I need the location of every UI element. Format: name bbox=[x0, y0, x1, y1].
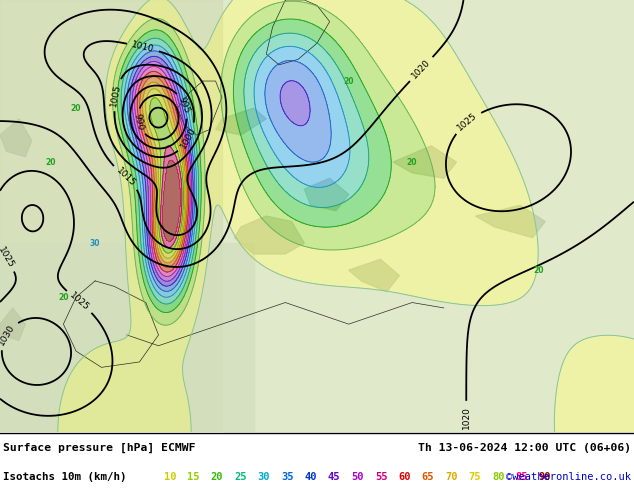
Text: 20: 20 bbox=[71, 103, 81, 113]
Text: Th 13-06-2024 12:00 UTC (06+06): Th 13-06-2024 12:00 UTC (06+06) bbox=[418, 443, 631, 453]
Text: 80: 80 bbox=[492, 472, 505, 482]
Text: 1025: 1025 bbox=[456, 111, 479, 133]
Text: 55: 55 bbox=[375, 472, 387, 482]
Polygon shape bbox=[0, 119, 32, 157]
Text: 1030: 1030 bbox=[0, 322, 16, 347]
Text: 1020: 1020 bbox=[462, 406, 471, 429]
Polygon shape bbox=[349, 259, 399, 292]
Text: 15: 15 bbox=[187, 472, 200, 482]
Text: 85: 85 bbox=[515, 472, 528, 482]
Text: Surface pressure [hPa] ECMWF: Surface pressure [hPa] ECMWF bbox=[3, 443, 196, 453]
Text: 1015: 1015 bbox=[114, 166, 137, 189]
Text: Isotachs 10m (km/h): Isotachs 10m (km/h) bbox=[3, 472, 127, 482]
Text: 45: 45 bbox=[328, 472, 340, 482]
Text: 1005: 1005 bbox=[110, 83, 123, 107]
Polygon shape bbox=[0, 243, 254, 432]
Text: 35: 35 bbox=[281, 472, 294, 482]
Polygon shape bbox=[476, 205, 545, 238]
Text: 20: 20 bbox=[210, 472, 223, 482]
Polygon shape bbox=[0, 308, 25, 341]
Text: 60: 60 bbox=[398, 472, 411, 482]
Text: 65: 65 bbox=[422, 472, 434, 482]
Polygon shape bbox=[235, 216, 304, 254]
Text: 20: 20 bbox=[46, 158, 56, 167]
Text: 70: 70 bbox=[445, 472, 458, 482]
Text: 75: 75 bbox=[469, 472, 481, 482]
Text: 1020: 1020 bbox=[410, 58, 432, 80]
Text: 1025: 1025 bbox=[68, 291, 91, 313]
Text: ©weatheronline.co.uk: ©weatheronline.co.uk bbox=[506, 472, 631, 482]
Text: 30: 30 bbox=[257, 472, 270, 482]
Polygon shape bbox=[304, 178, 349, 211]
Text: 20: 20 bbox=[58, 293, 68, 302]
Polygon shape bbox=[393, 146, 456, 178]
Text: 1025: 1025 bbox=[0, 245, 15, 270]
Polygon shape bbox=[216, 108, 266, 135]
Text: 990: 990 bbox=[133, 113, 145, 131]
Text: 40: 40 bbox=[304, 472, 317, 482]
Text: 995: 995 bbox=[177, 96, 191, 115]
Text: 20: 20 bbox=[344, 76, 354, 86]
Text: 30: 30 bbox=[90, 239, 100, 247]
Text: 50: 50 bbox=[351, 472, 364, 482]
Text: 10: 10 bbox=[164, 472, 176, 482]
Text: 25: 25 bbox=[234, 472, 247, 482]
Text: 1000: 1000 bbox=[179, 126, 198, 150]
Text: 90: 90 bbox=[539, 472, 552, 482]
Text: 20: 20 bbox=[534, 266, 544, 274]
Text: 20: 20 bbox=[407, 158, 417, 167]
Text: 1010: 1010 bbox=[131, 40, 155, 54]
